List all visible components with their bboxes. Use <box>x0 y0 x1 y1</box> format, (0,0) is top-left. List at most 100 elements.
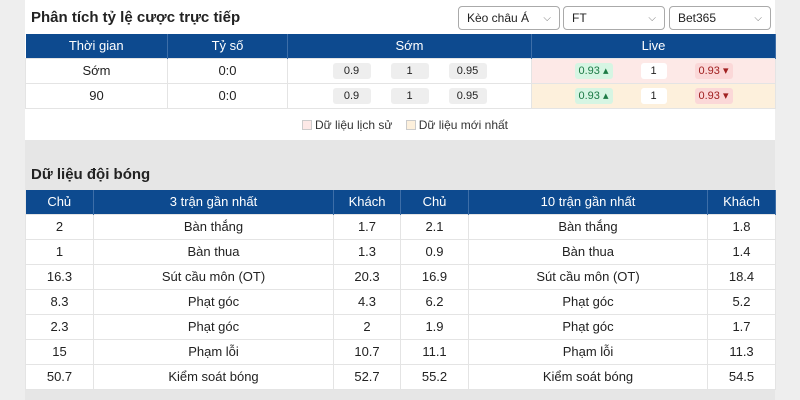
arrow-up-icon: ▴ <box>602 90 609 102</box>
team-cell: 10.7 <box>333 338 401 365</box>
team-cell: Kiểm soát bóng <box>468 363 708 390</box>
latest-swatch <box>405 120 416 130</box>
team-row: 2.3 Phạt góc 2 1.9 Phạt góc 1.7 <box>25 313 776 340</box>
arrow-up-icon: ▴ <box>602 65 609 77</box>
early-odd: 1 <box>390 88 429 104</box>
team-cell: 16.9 <box>400 263 469 290</box>
team-col-header: Chủ <box>25 190 94 214</box>
odd-value: 0.93 <box>698 65 720 77</box>
team-col-header: Khách <box>333 190 401 214</box>
team-cell: Phạt góc <box>93 288 334 315</box>
team-cell: 2 <box>333 313 401 340</box>
odds-row: Sớm 0:0 0.9 1 0.95 0.93 ▴ 1 0.93 ▾ <box>25 57 776 84</box>
market-select[interactable]: Kèo châu Á ⌵ <box>458 6 560 30</box>
team-cell: 8.3 <box>25 288 94 315</box>
legend-history: Dữ liệu lịch sử <box>314 118 393 132</box>
team-cell: 20.3 <box>333 263 401 290</box>
team-cell: 15 <box>25 338 94 365</box>
team-row: 15 Phạm lỗi 10.7 11.1 Phạm lỗi 11.3 <box>25 338 776 365</box>
live-handicap: 1 <box>640 63 667 79</box>
team-cell: Phạt góc <box>468 313 708 340</box>
odds-row: 90 0:0 0.9 1 0.95 0.93 ▴ 1 0.93 ▾ <box>25 82 776 109</box>
team-cell: Sút cầu môn (OT) <box>468 263 708 290</box>
team-cell: 2.1 <box>400 213 469 240</box>
arrow-down-icon: ▾ <box>722 65 729 77</box>
team-cell: 52.7 <box>333 363 401 390</box>
team-col-header: Chủ <box>400 190 469 214</box>
team-cell: 55.2 <box>400 363 469 390</box>
period-select[interactable]: FT ⌵ <box>563 6 665 30</box>
team-cell: 2 <box>25 213 94 240</box>
team-cell: 1.8 <box>707 213 776 240</box>
team-cell: 1.4 <box>707 238 776 265</box>
live-handicap: 1 <box>640 88 667 104</box>
live-odd-up: 0.93 ▴ <box>574 88 613 104</box>
team-row: 16.3 Sút cầu môn (OT) 20.3 16.9 Sút cầu môn … <box>25 263 776 290</box>
team-table: Chủ 3 trận gần nhất Khách Chủ 10 trận gần nh… <box>25 190 776 390</box>
bookmaker-select[interactable]: Bet365 ⌵ <box>669 6 771 30</box>
chevron-down-icon: ⌵ <box>754 12 762 24</box>
team-col-header: Khách <box>707 190 776 214</box>
team-cell: 2.3 <box>25 313 94 340</box>
col-live: Live <box>531 34 776 58</box>
team-cell: 11.3 <box>707 338 776 365</box>
live-odd-down: 0.93 ▾ <box>694 63 733 79</box>
col-early: Sớm <box>287 34 532 58</box>
early-odd: 0.95 <box>448 63 487 79</box>
team-cell: Bàn thua <box>468 238 708 265</box>
early-cell: 0.9 1 0.95 <box>287 57 532 84</box>
team-cell: Phạm lỗi <box>93 338 334 365</box>
early-odd: 1 <box>390 63 429 79</box>
legend-latest: Dữ liệu mới nhất <box>418 118 509 132</box>
score-cell: 0:0 <box>167 57 288 84</box>
odds-title: Phân tích tỷ lệ cược trực tiếp <box>31 9 241 26</box>
select-value: Kèo châu Á <box>467 11 530 25</box>
team-cell: 54.5 <box>707 363 776 390</box>
team-cell: Kiểm soát bóng <box>93 363 334 390</box>
team-cell: 50.7 <box>25 363 94 390</box>
team-cell: 11.1 <box>400 338 469 365</box>
early-odd: 0.95 <box>448 88 487 104</box>
live-odd-up: 0.93 ▴ <box>574 63 613 79</box>
team-cell: Bàn thắng <box>468 213 708 240</box>
live-cell: 0.93 ▴ 1 0.93 ▾ <box>531 57 776 84</box>
team-cell: 6.2 <box>400 288 469 315</box>
team-cell: 0.9 <box>400 238 469 265</box>
legend: Dữ liệu lịch sử Dữ liệu mới nhất <box>25 118 775 132</box>
team-cell: Phạt góc <box>468 288 708 315</box>
select-value: FT <box>572 11 587 25</box>
score-cell: 0:0 <box>167 82 288 109</box>
arrow-down-icon: ▾ <box>722 90 729 102</box>
team-cell: Bàn thắng <box>93 213 334 240</box>
chevron-down-icon: ⌵ <box>648 12 656 24</box>
chevron-down-icon: ⌵ <box>543 12 551 24</box>
col-score: Tỷ số <box>167 34 288 58</box>
team-row: 2 Bàn thắng 1.7 2.1 Bàn thắng 1.8 <box>25 213 776 240</box>
live-cell: 0.93 ▴ 1 0.93 ▾ <box>531 82 776 109</box>
team-cell: 1.7 <box>333 213 401 240</box>
team-cell: Bàn thua <box>93 238 334 265</box>
time-cell: 90 <box>25 82 168 109</box>
team-row: 50.7 Kiểm soát bóng 52.7 55.2 Kiểm soát bóng… <box>25 363 776 390</box>
team-cell: Phạt góc <box>93 313 334 340</box>
team-cell: Sút cầu môn (OT) <box>93 263 334 290</box>
odd-value: 0.93 <box>698 90 720 102</box>
early-odd: 0.9 <box>332 63 371 79</box>
col-time: Thời gian <box>25 34 168 58</box>
early-cell: 0.9 1 0.95 <box>287 82 532 109</box>
team-cell: 1.9 <box>400 313 469 340</box>
history-swatch <box>301 120 312 130</box>
team-cell: 5.2 <box>707 288 776 315</box>
team-title: Dữ liệu đội bóng <box>31 166 151 183</box>
time-cell: Sớm <box>25 57 168 84</box>
team-cell: 1 <box>25 238 94 265</box>
team-row: 8.3 Phạt góc 4.3 6.2 Phạt góc 5.2 <box>25 288 776 315</box>
select-value: Bet365 <box>678 11 717 25</box>
team-col-header: 10 trận gần nhất <box>468 190 708 214</box>
team-cell: 18.4 <box>707 263 776 290</box>
odd-value: 0.93 <box>578 65 600 77</box>
team-cell: 1.7 <box>707 313 776 340</box>
team-cell: Phạm lỗi <box>468 338 708 365</box>
team-row: 1 Bàn thua 1.3 0.9 Bàn thua 1.4 <box>25 238 776 265</box>
early-odd: 0.9 <box>332 88 371 104</box>
